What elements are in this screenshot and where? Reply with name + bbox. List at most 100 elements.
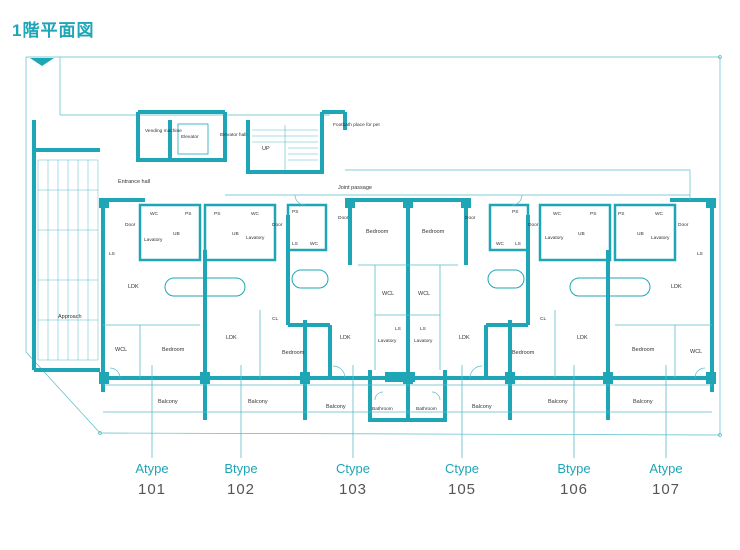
bathroom-label: Bathroom bbox=[372, 406, 393, 412]
elevator-label: Elevator bbox=[181, 134, 199, 140]
elevator-hall-label: Elevator hall bbox=[220, 132, 246, 138]
lavatory-label: Lavatory bbox=[246, 235, 265, 241]
ps-label: PS bbox=[618, 211, 624, 217]
ldk-label: LDK bbox=[340, 335, 351, 341]
ps-label: PS bbox=[292, 209, 298, 215]
unit-type-label: Btype bbox=[224, 461, 257, 476]
stairs bbox=[252, 125, 318, 170]
wc-label: WC bbox=[655, 211, 664, 217]
unit-number-label: 101 bbox=[138, 481, 166, 498]
balcony-label: Balcony bbox=[548, 399, 568, 405]
wcl-label: WCL bbox=[418, 291, 430, 297]
door-label: Door bbox=[465, 215, 476, 221]
ub-label: UB bbox=[173, 231, 180, 237]
unit-type-label: Atype bbox=[135, 461, 168, 476]
ps-label: PS bbox=[214, 211, 220, 217]
wet-areas bbox=[138, 203, 677, 262]
unit-number-label: 102 bbox=[227, 481, 255, 498]
door-swings bbox=[109, 194, 706, 401]
balcony-label: Balcony bbox=[326, 404, 346, 410]
lavatory-label: Lavatory bbox=[414, 338, 433, 344]
lavatory-label: Lavatory bbox=[651, 235, 670, 241]
columns bbox=[99, 198, 716, 384]
door-label: Door bbox=[272, 222, 283, 228]
bedroom-label: Bedroom bbox=[512, 350, 535, 356]
door-label: Door bbox=[338, 215, 349, 221]
entrance-hall-label: Entrance hall bbox=[118, 179, 150, 185]
door-label: Door bbox=[678, 222, 689, 228]
ldk-label: LDK bbox=[577, 335, 588, 341]
wcl-label: WCL bbox=[115, 347, 127, 353]
ps-label: PS bbox=[590, 211, 596, 217]
door-label: Door bbox=[125, 222, 136, 228]
unit-107[interactable]: Atype 107 bbox=[649, 461, 682, 498]
page-title: 1階平面図 bbox=[12, 21, 95, 40]
unit-101[interactable]: Atype 101 bbox=[135, 461, 168, 498]
door-label: Door bbox=[528, 222, 539, 228]
unit-type-label: Ctype bbox=[336, 461, 370, 476]
approach-label: Approach bbox=[58, 314, 82, 320]
ls-label: LS bbox=[395, 326, 401, 332]
wc-label: WC bbox=[251, 211, 260, 217]
unit-number-label: 105 bbox=[448, 481, 476, 498]
balcony-label: Balcony bbox=[158, 399, 178, 405]
lavatory-label: Lavatory bbox=[144, 237, 163, 243]
ps-label: PS bbox=[185, 211, 191, 217]
kitchen-counters bbox=[164, 269, 651, 297]
site-boundary bbox=[25, 55, 722, 437]
unit-leader-lines bbox=[151, 365, 667, 458]
unit-number-label: 107 bbox=[652, 481, 680, 498]
ldk-label: LDK bbox=[226, 335, 237, 341]
wc-label: WC bbox=[150, 211, 159, 217]
wcl-label: WCL bbox=[382, 291, 394, 297]
unit-number-label: 103 bbox=[339, 481, 367, 498]
ub-label: UB bbox=[232, 231, 239, 237]
corner-marker bbox=[30, 58, 54, 66]
unit-type-label: Ctype bbox=[445, 461, 479, 476]
wcl-label: WCL bbox=[690, 349, 702, 355]
ldk-label: LDK bbox=[128, 284, 139, 290]
ls-label: LS bbox=[292, 241, 298, 247]
ps-label: PS bbox=[512, 209, 518, 215]
bathroom-label: Bathroom bbox=[416, 406, 437, 412]
bedroom-label: Bedroom bbox=[282, 350, 305, 356]
balcony-label: Balcony bbox=[248, 399, 268, 405]
unit-102[interactable]: Btype 102 bbox=[224, 461, 257, 498]
common-area-walls bbox=[32, 110, 347, 372]
unit-number-label: 106 bbox=[560, 481, 588, 498]
unit-type-label: Btype bbox=[557, 461, 590, 476]
joint-passage-label: Joint passage bbox=[338, 185, 372, 191]
cl-label: CL bbox=[540, 316, 546, 322]
vending-label: Vending machine bbox=[145, 128, 182, 134]
ub-label: UB bbox=[637, 231, 644, 237]
wc-label: WC bbox=[496, 241, 505, 247]
up-label: UP bbox=[262, 146, 270, 152]
joint-passage bbox=[225, 169, 691, 200]
ls-label: LS bbox=[697, 251, 703, 257]
unit-type-label: Atype bbox=[649, 461, 682, 476]
bedroom-label: Bedroom bbox=[162, 347, 185, 353]
balcony-label: Balcony bbox=[472, 404, 492, 410]
footbath-label: Footbath place for pet bbox=[333, 122, 380, 128]
ldk-label: LDK bbox=[671, 284, 682, 290]
cl-label: CL bbox=[272, 316, 278, 322]
lavatory-label: Lavatory bbox=[545, 235, 564, 241]
unit-105[interactable]: Ctype 105 bbox=[445, 461, 479, 498]
wc-label: WC bbox=[553, 211, 562, 217]
unit-106[interactable]: Btype 106 bbox=[557, 461, 590, 498]
ls-label: LS bbox=[515, 241, 521, 247]
elevator-shaft bbox=[177, 123, 209, 155]
bedroom-label: Bedroom bbox=[422, 229, 445, 235]
ub-label: UB bbox=[578, 231, 585, 237]
lavatory-label: Lavatory bbox=[378, 338, 397, 344]
bedroom-label: Bedroom bbox=[632, 347, 655, 353]
ls-label: LS bbox=[109, 251, 115, 257]
interior-thin-walls bbox=[103, 264, 712, 413]
unit-103[interactable]: Ctype 103 bbox=[336, 461, 370, 498]
ldk-label: LDK bbox=[459, 335, 470, 341]
ls-label: LS bbox=[420, 326, 426, 332]
building-walls bbox=[101, 198, 714, 422]
approach-hatch bbox=[37, 159, 99, 361]
bedroom-label: Bedroom bbox=[366, 229, 389, 235]
